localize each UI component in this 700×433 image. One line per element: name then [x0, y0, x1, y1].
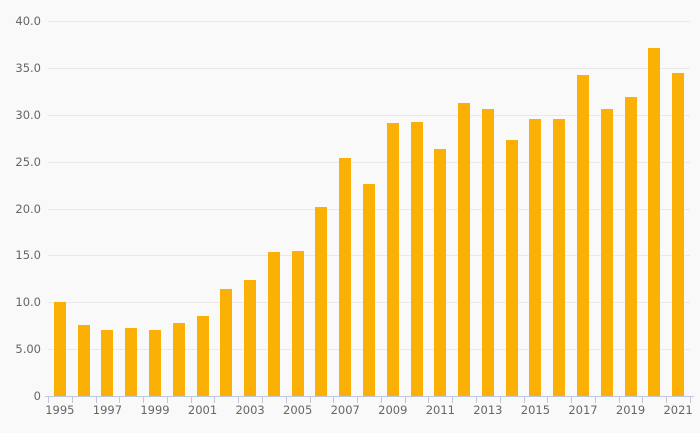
bar-2014 — [505, 140, 518, 396]
x-tick — [499, 396, 501, 403]
x-tick-label-2005: 2005 — [283, 403, 313, 417]
y-tick-label-35.0: 35.0 — [15, 60, 41, 75]
bar-2003 — [244, 279, 257, 396]
x-tick — [285, 396, 287, 403]
x-tick-label-2021: 2021 — [663, 403, 693, 417]
x-tick — [690, 396, 691, 403]
bar-2021 — [672, 72, 685, 396]
x-tick — [190, 396, 192, 403]
y-tick-label-20.0: 20.0 — [15, 201, 41, 216]
bar-1996 — [77, 324, 90, 396]
x-tick — [214, 396, 216, 403]
x-axis-line — [45, 396, 694, 397]
x-tick — [238, 396, 240, 403]
bar-2002 — [220, 289, 233, 396]
bar-2012 — [458, 102, 471, 396]
x-tick — [666, 396, 668, 403]
x-tick — [594, 396, 596, 403]
x-tick — [166, 396, 168, 403]
y-tick-label-30.0: 30.0 — [15, 107, 41, 122]
x-tick — [380, 396, 382, 403]
x-tick — [309, 396, 311, 403]
x-tick — [119, 396, 121, 403]
bar-2009 — [386, 123, 399, 396]
bar-1997 — [101, 330, 114, 396]
bar-2008 — [363, 184, 375, 396]
bar-2017 — [577, 75, 589, 396]
bar-2005 — [291, 250, 304, 396]
bar-2016 — [553, 119, 566, 396]
y-tick-label-5.00: 5.00 — [15, 342, 41, 357]
x-tick-label-2001: 2001 — [187, 403, 218, 417]
x-tick — [618, 396, 620, 403]
x-tick-label-2011: 2011 — [425, 403, 455, 417]
y-tick-label-0: 0 — [33, 389, 41, 403]
bar-2019 — [624, 96, 637, 396]
x-tick — [95, 396, 97, 403]
x-tick — [571, 396, 573, 403]
x-tick — [71, 396, 73, 403]
gridline-30.0 — [48, 114, 690, 116]
x-tick-label-1995: 1995 — [45, 403, 75, 417]
x-tick — [143, 396, 145, 403]
bar-2006 — [315, 206, 328, 396]
bar-2013 — [481, 109, 494, 396]
x-tick — [262, 396, 263, 403]
y-tick-label-10.0: 10.0 — [15, 295, 41, 310]
bar-2011 — [434, 148, 447, 396]
bar-1999 — [149, 330, 161, 396]
x-tick — [476, 396, 477, 403]
x-tick — [523, 396, 525, 403]
x-tick-label-2015: 2015 — [520, 403, 551, 417]
x-tick — [547, 396, 549, 403]
bar-2020 — [648, 48, 661, 396]
bar-1998 — [125, 327, 138, 396]
x-tick-label-1997: 1997 — [92, 403, 123, 417]
gridline-35.0 — [48, 67, 690, 69]
y-tick-label-15.0: 15.0 — [15, 248, 41, 263]
bar-2015 — [529, 118, 542, 396]
x-tick — [404, 396, 406, 403]
x-tick — [357, 396, 359, 403]
x-tick-label-2013: 2013 — [473, 403, 503, 417]
x-tick-label-2019: 2019 — [615, 403, 646, 417]
x-tick — [452, 396, 454, 403]
x-tick-label-2017: 2017 — [568, 403, 598, 417]
y-tick-label-40.0: 40.0 — [15, 14, 41, 28]
bar-2007 — [339, 157, 352, 396]
gridline-40.0 — [48, 21, 690, 22]
y-tick-label-25.0: 25.0 — [15, 154, 41, 169]
bar-2000 — [172, 322, 185, 396]
x-tick — [333, 396, 335, 403]
x-tick — [48, 396, 49, 403]
gridline-25.0 — [48, 161, 690, 163]
x-tick-label-2003: 2003 — [235, 403, 265, 417]
bar-2018 — [600, 109, 613, 396]
x-tick — [428, 396, 430, 403]
x-tick — [642, 396, 644, 403]
bar-2004 — [267, 251, 280, 396]
bar-2010 — [410, 122, 423, 396]
bar-2001 — [196, 316, 209, 396]
bar-1995 — [53, 302, 66, 396]
x-tick-label-2007: 2007 — [330, 403, 360, 417]
x-tick-label-2009: 2009 — [378, 403, 408, 417]
x-tick-label-1999: 1999 — [140, 403, 170, 417]
